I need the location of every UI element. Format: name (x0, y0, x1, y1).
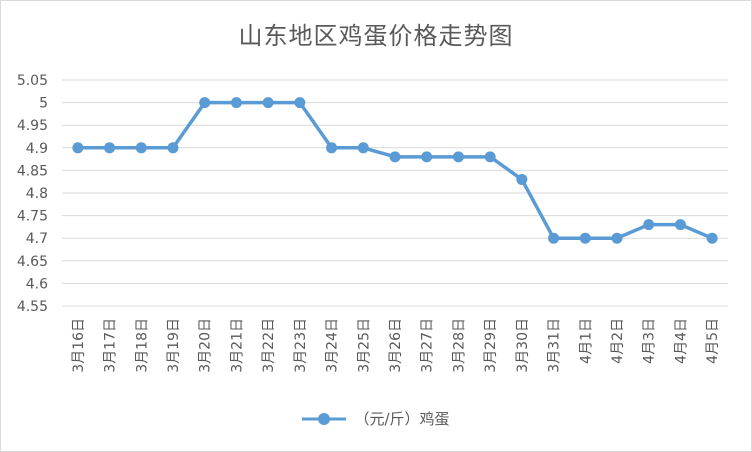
x-tick-label: 3月17日 (103, 318, 119, 373)
data-point (516, 173, 528, 185)
data-point (230, 97, 242, 109)
data-point (484, 151, 496, 163)
data-point (452, 151, 464, 163)
legend-marker-icon (302, 412, 347, 425)
y-tick-label: 4.7 (26, 231, 48, 247)
legend-label: （元/斤）鸡蛋 (354, 410, 450, 428)
series-layer (72, 97, 718, 244)
x-tick-label: 3月23日 (293, 318, 309, 373)
data-point (706, 232, 718, 244)
legend: （元/斤）鸡蛋 (0, 408, 752, 429)
grid-lines (62, 79, 728, 307)
data-point (72, 142, 84, 154)
data-point (357, 142, 369, 154)
y-tick-label: 5 (39, 96, 48, 112)
chart-title: 山东地区鸡蛋价格走势图 (238, 22, 514, 50)
y-tick-label: 4.6 (26, 276, 48, 292)
data-point (135, 142, 147, 154)
data-point (389, 151, 401, 163)
data-point (294, 97, 306, 109)
x-tick-label: 3月22日 (261, 318, 277, 373)
y-tick-label: 4.65 (17, 254, 48, 270)
x-tick-label: 4月1日 (578, 318, 594, 364)
x-tick-label: 3月31日 (547, 318, 563, 373)
x-tick-label: 3月18日 (134, 318, 150, 373)
y-tick-label: 4.95 (17, 118, 48, 134)
y-tick-label: 4.75 (17, 209, 48, 225)
data-point (643, 219, 655, 231)
y-tick-label: 4.55 (17, 299, 48, 315)
x-tick-label: 4月5日 (705, 318, 721, 364)
x-tick-label: 3月19日 (166, 318, 182, 373)
x-tick-label: 4月3日 (642, 318, 658, 364)
y-tick-label: 4.8 (26, 186, 48, 202)
x-tick-label: 3月28日 (451, 318, 467, 373)
data-point (548, 232, 560, 244)
x-tick-label: 4月4日 (673, 318, 689, 364)
x-axis-ticks: 3月16日 3月17日 3月18日 3月19日 3月20日 3月21日 3月22日 3月23日… (71, 318, 721, 373)
x-tick-label: 3月20日 (198, 318, 214, 373)
y-axis-ticks: 4.55 4.6 4.65 4.7 4.75 4.8 4.85 4.9 4.95 5 5.05 (17, 73, 48, 315)
data-point (262, 97, 274, 109)
data-point (579, 232, 591, 244)
x-tick-label: 3月21日 (229, 318, 245, 373)
x-tick-label: 3月26日 (388, 318, 404, 373)
data-point (104, 142, 116, 154)
data-point (199, 97, 211, 109)
data-point (611, 232, 623, 244)
y-tick-label: 4.85 (17, 163, 48, 179)
x-tick-label: 4月2日 (610, 318, 626, 364)
x-tick-label: 3月25日 (356, 318, 372, 373)
y-tick-label: 4.9 (26, 141, 48, 157)
y-tick-label: 5.05 (17, 73, 48, 89)
data-point (167, 142, 179, 154)
data-point (421, 151, 433, 163)
x-tick-label: 3月16日 (71, 318, 87, 373)
x-tick-label: 3月27日 (420, 318, 436, 373)
x-tick-label: 3月24日 (325, 318, 341, 373)
data-point (326, 142, 338, 154)
data-point (674, 219, 686, 231)
x-tick-label: 3月29日 (483, 318, 499, 373)
x-tick-label: 3月30日 (515, 318, 531, 373)
